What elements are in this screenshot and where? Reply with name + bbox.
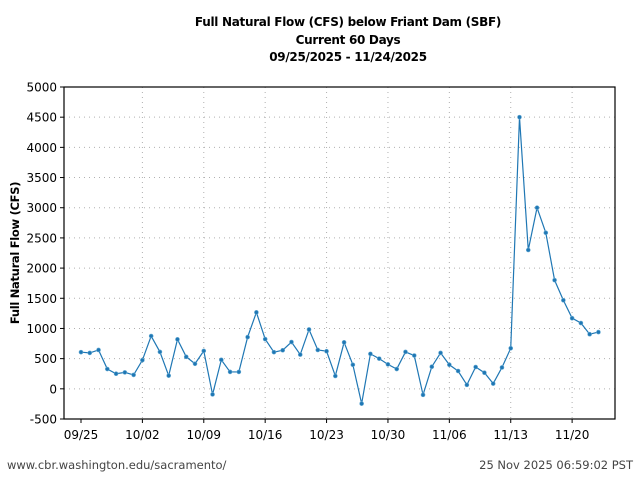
data-point-marker bbox=[166, 373, 171, 378]
data-point-marker bbox=[429, 364, 435, 370]
data-point-marker bbox=[394, 366, 400, 372]
data-point-marker bbox=[455, 368, 461, 374]
data-point-marker bbox=[201, 348, 207, 354]
axes: -500 0 500 1000 1500 2000 2500 3000 3500 4000 4500… bbox=[26, 81, 616, 442]
data-point-marker bbox=[324, 348, 329, 354]
data-point-marker bbox=[359, 401, 364, 406]
data-point-marker bbox=[271, 349, 277, 355]
data-point-marker bbox=[245, 334, 250, 340]
y-tick-label: 4000 bbox=[26, 141, 57, 155]
data-point-marker bbox=[157, 349, 163, 355]
data-point-marker bbox=[105, 366, 110, 372]
data-point-marker bbox=[122, 370, 128, 375]
data-point-marker bbox=[403, 349, 408, 355]
y-tick-label: 1000 bbox=[26, 322, 57, 336]
data-point-marker bbox=[236, 369, 242, 375]
data-point-marker bbox=[289, 339, 294, 345]
data-point-marker bbox=[262, 336, 268, 342]
chart-title: Full Natural Flow (CFS) below Friant Dam… bbox=[0, 14, 640, 67]
data-point-marker bbox=[420, 392, 426, 398]
data-point-marker bbox=[552, 277, 557, 283]
data-point-marker bbox=[438, 350, 443, 356]
data-point-marker bbox=[280, 347, 286, 353]
data-point-marker bbox=[596, 329, 601, 335]
data-point-marker bbox=[131, 372, 136, 378]
data-point-marker bbox=[561, 297, 566, 303]
generated-timestamp: 25 Nov 2025 06:59:02 PST bbox=[479, 458, 633, 472]
y-tick-label: 1500 bbox=[26, 292, 57, 306]
y-tick-label: 3500 bbox=[26, 171, 57, 185]
data-point-marker bbox=[490, 381, 496, 386]
data-point-marker bbox=[78, 349, 84, 355]
plot-frame bbox=[63, 86, 616, 420]
data-point-marker bbox=[333, 373, 338, 379]
data-point-marker bbox=[113, 371, 119, 377]
data-point-marker bbox=[192, 361, 198, 367]
y-tick-label: 2000 bbox=[26, 262, 57, 276]
data-point-marker bbox=[254, 310, 259, 315]
data-point-marker bbox=[385, 362, 391, 367]
data-point-marker bbox=[148, 333, 154, 339]
data-point-marker bbox=[297, 352, 303, 357]
grid-lines bbox=[64, 87, 615, 419]
data-point-marker bbox=[219, 357, 224, 363]
data-point-marker bbox=[578, 320, 584, 326]
x-tick-label: 10/16 bbox=[248, 428, 283, 442]
data-point-marker bbox=[447, 362, 452, 368]
x-tick-label: 10/02 bbox=[125, 428, 160, 442]
data-point-marker bbox=[175, 337, 180, 342]
data-point-marker bbox=[482, 370, 487, 376]
data-point-marker bbox=[534, 205, 540, 211]
y-tick-label: 500 bbox=[34, 352, 57, 366]
data-point-marker bbox=[525, 247, 531, 253]
series-line bbox=[80, 117, 599, 404]
data-point-marker bbox=[587, 331, 592, 337]
data-point-marker bbox=[569, 315, 575, 321]
data-point-marker bbox=[517, 114, 522, 120]
data-point-marker bbox=[499, 365, 505, 370]
data-point-marker bbox=[376, 356, 382, 361]
data-series bbox=[78, 114, 601, 406]
data-point-marker bbox=[183, 354, 189, 360]
data-point-marker bbox=[210, 392, 215, 397]
x-tick-label: 10/09 bbox=[186, 428, 221, 442]
data-point-marker bbox=[508, 345, 514, 351]
data-point-marker bbox=[87, 350, 93, 356]
y-tick-label: 2500 bbox=[26, 231, 57, 245]
x-tick-label: 11/13 bbox=[493, 428, 528, 442]
source-url: www.cbr.washington.edu/sacramento/ bbox=[7, 458, 227, 472]
data-point-marker bbox=[464, 382, 470, 388]
data-point-marker bbox=[306, 327, 312, 332]
data-point-marker bbox=[227, 369, 233, 375]
data-point-marker bbox=[140, 357, 145, 363]
y-tick-label: 5000 bbox=[26, 81, 57, 95]
data-point-marker bbox=[411, 353, 417, 358]
data-point-marker bbox=[543, 230, 549, 236]
data-point-marker bbox=[341, 340, 347, 345]
x-tick-label: 09/25 bbox=[64, 428, 99, 442]
x-tick-label: 10/23 bbox=[309, 428, 344, 442]
x-tick-label: 11/20 bbox=[555, 428, 590, 442]
y-tick-label: -500 bbox=[30, 413, 57, 427]
x-tick-label: 11/06 bbox=[432, 428, 467, 442]
data-point-marker bbox=[368, 351, 373, 357]
data-point-marker bbox=[96, 347, 101, 353]
chart-title-line1: Full Natural Flow (CFS) below Friant Dam… bbox=[194, 15, 502, 29]
data-point-marker bbox=[473, 364, 478, 370]
data-point-marker bbox=[315, 347, 321, 353]
chart-title-line3: 09/25/2025 - 11/24/2025 bbox=[269, 50, 427, 64]
chart-title-line2: Current 60 Days bbox=[295, 32, 401, 47]
data-point-marker bbox=[350, 362, 356, 368]
y-tick-label: 0 bbox=[49, 382, 57, 396]
x-tick-label: 10/30 bbox=[371, 428, 406, 442]
y-tick-label: 3000 bbox=[26, 201, 57, 215]
y-tick-label: 4500 bbox=[26, 111, 57, 125]
